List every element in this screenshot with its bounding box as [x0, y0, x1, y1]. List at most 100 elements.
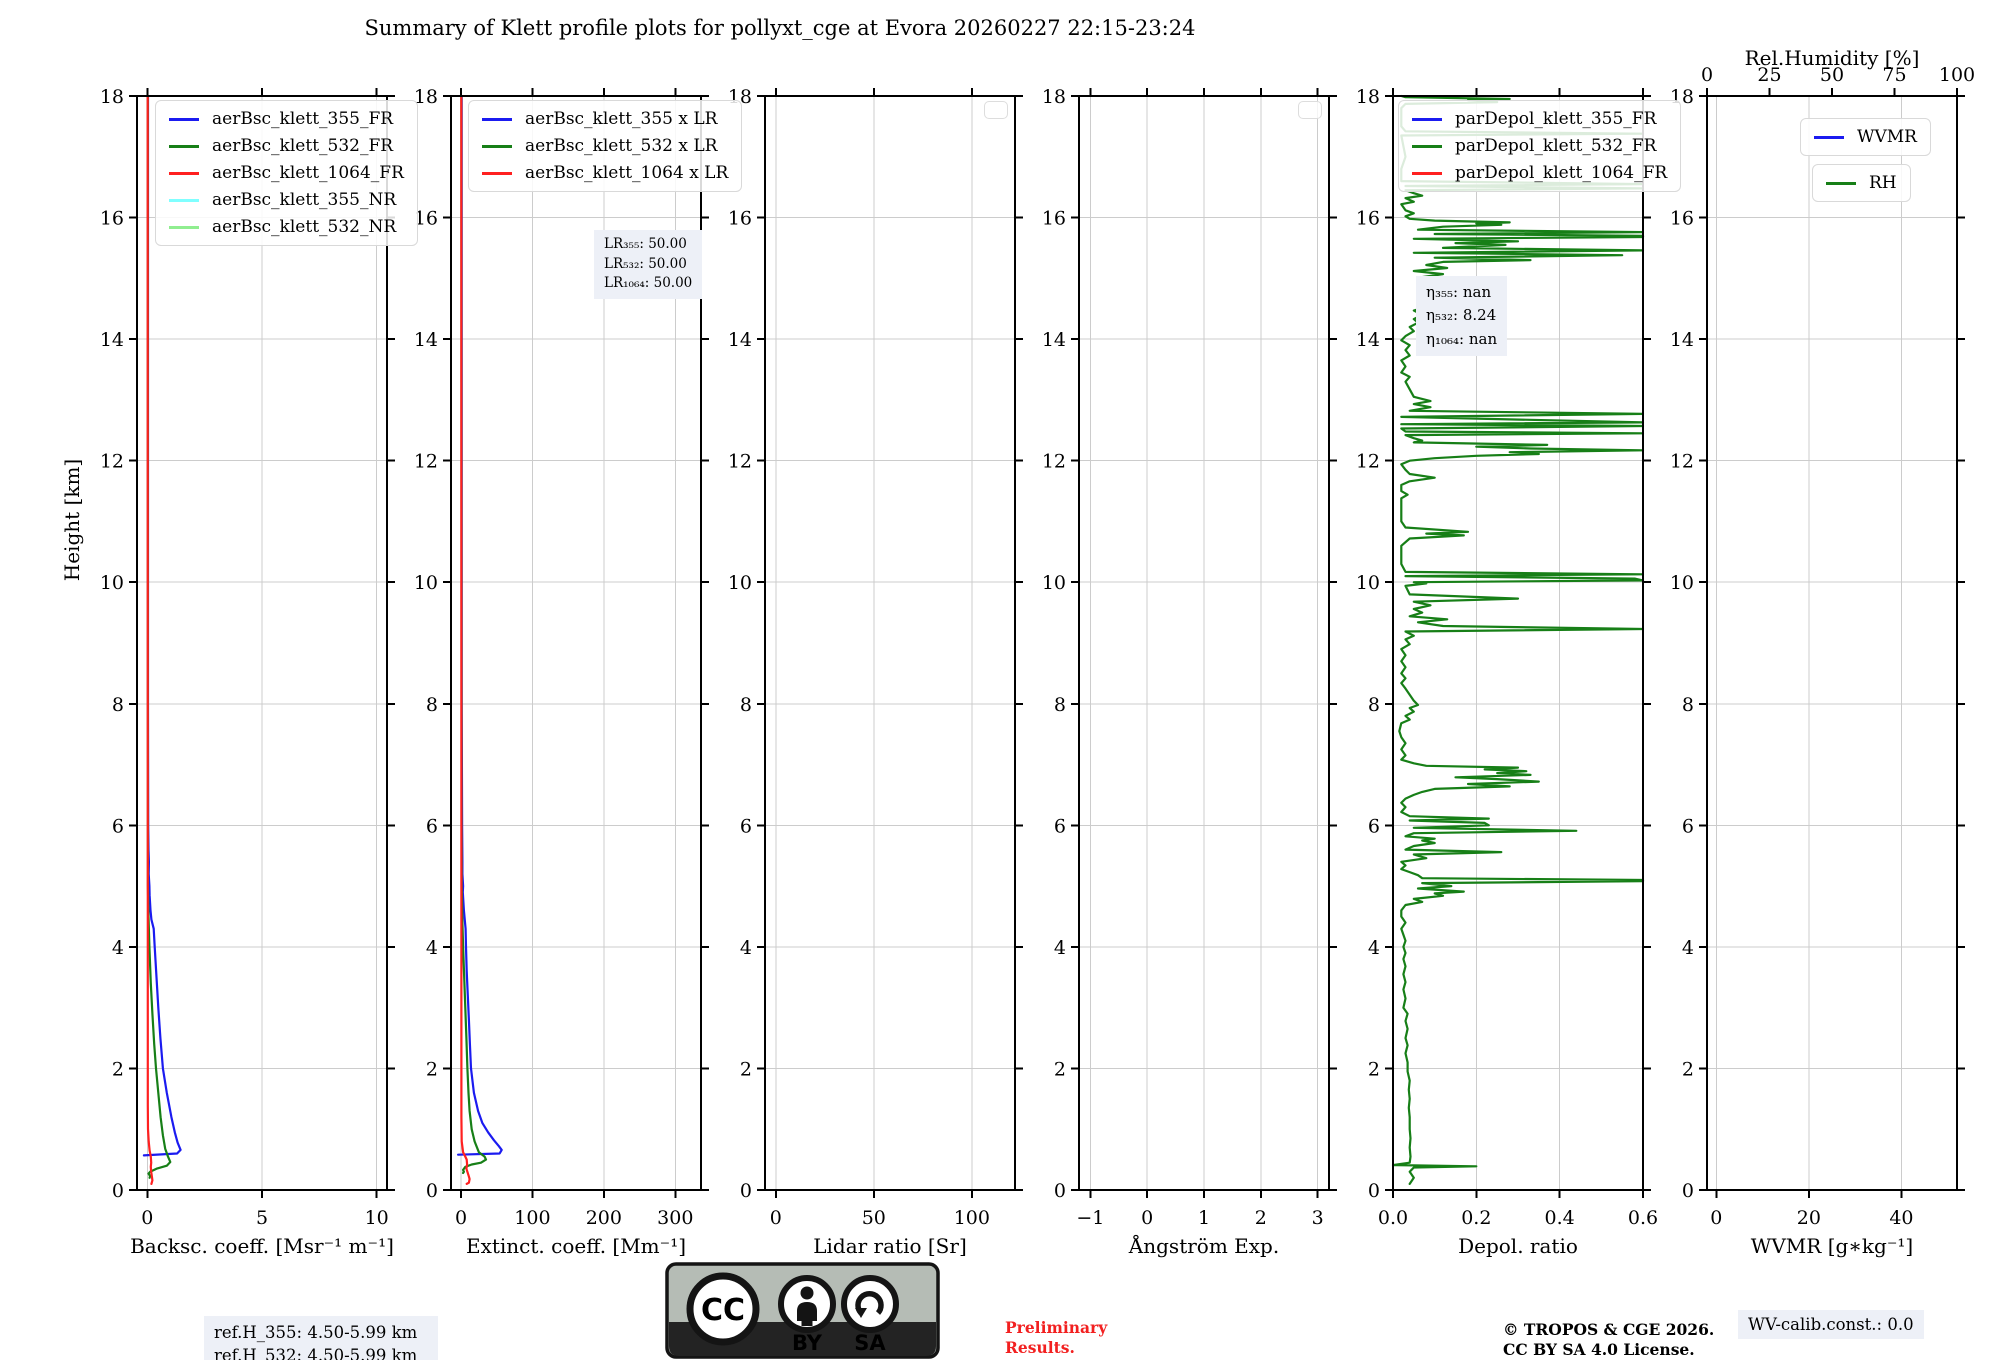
- legend-item: aerBsc_klett_532 x LR: [482, 136, 728, 156]
- y-tick-label: 16: [1042, 208, 1066, 230]
- y-tick-label: 0: [1054, 1180, 1066, 1202]
- person-icon-head: [800, 1286, 814, 1300]
- badge-by-label: BY: [792, 1331, 823, 1355]
- y-tick-label: 14: [1670, 329, 1694, 351]
- annotation-line: ref.H_355: 4.50-5.99 km: [214, 1323, 418, 1342]
- legend-item: aerBsc_klett_532_FR: [169, 136, 404, 156]
- legend-swatch: [482, 117, 512, 121]
- x-tick-label: −1: [1076, 1207, 1104, 1229]
- x-tick-label: 100: [954, 1207, 990, 1229]
- badge-sa-label: SA: [854, 1331, 886, 1355]
- cc-icon-label: CC: [701, 1293, 745, 1328]
- legend-swatch: [169, 171, 199, 175]
- y-tick-label: 8: [1368, 694, 1380, 716]
- series-aerBsc_klett_532_x_LR: [460, 94, 488, 1175]
- copyright-line: CC BY SA 4.0 License.: [1503, 1340, 1695, 1360]
- y-tick-label: 0: [112, 1180, 124, 1202]
- sa-icon-arrowhead: [855, 1308, 867, 1318]
- y-tick-label: 18: [100, 86, 124, 108]
- x-tick-label: 0: [770, 1207, 782, 1229]
- y-tick-label: 6: [1682, 815, 1694, 837]
- x-tick-label: 10: [365, 1207, 389, 1229]
- y-tick-label: 6: [1054, 815, 1066, 837]
- legend-swatch: [169, 117, 199, 121]
- y-tick-label: 4: [1054, 937, 1066, 959]
- y-tick-label: 2: [1368, 1058, 1380, 1080]
- lidar-ratio-annotation: LR₃₅₅: 50.00 LR₅₃₂: 50.00 LR₁₀₆₄: 50.00: [594, 230, 703, 299]
- legend-item: aerBsc_klett_1064 x LR: [482, 163, 728, 183]
- legend-swatch: [1814, 135, 1844, 139]
- y-tick-label: 14: [414, 329, 438, 351]
- legend-item: aerBsc_klett_1064_FR: [169, 163, 404, 183]
- legend-item: aerBsc_klett_355_FR: [169, 109, 404, 129]
- legend-swatch: [169, 198, 199, 202]
- legend-item: aerBsc_klett_355_NR: [169, 190, 404, 210]
- x-tick-label: 0.6: [1628, 1207, 1658, 1229]
- preliminary-line: Preliminary: [1005, 1318, 1108, 1337]
- cc-icon: [686, 1272, 760, 1346]
- legend-label: RH: [1869, 173, 1897, 193]
- legend-empty-angstrom: [1298, 101, 1322, 119]
- legend-depol: parDepol_klett_355_FR parDepol_klett_532…: [1398, 100, 1682, 192]
- y-tick-label: 16: [100, 208, 124, 230]
- xlabel-wvmr: WVMR [g∗kg⁻¹]: [1750, 1234, 1914, 1258]
- eta-annotation: η₃₅₅: nan η₅₃₂: 8.24 η₁₀₆₄: nan: [1416, 276, 1508, 356]
- x-tick-label: 0.0: [1378, 1207, 1408, 1229]
- legend-label: aerBsc_klett_355_FR: [212, 109, 394, 129]
- legend-label: parDepol_klett_532_FR: [1455, 136, 1657, 156]
- y-tick-label: 10: [1356, 572, 1380, 594]
- legend-item: parDepol_klett_355_FR: [1412, 109, 1667, 129]
- x-tick-label: 200: [586, 1207, 622, 1229]
- y-tick-label: 10: [100, 572, 124, 594]
- x-tick-label: 0.2: [1461, 1207, 1491, 1229]
- legend-label: aerBsc_klett_532_FR: [212, 136, 394, 156]
- y-tick-label: 6: [112, 815, 124, 837]
- legend-label: aerBsc_klett_355_NR: [212, 190, 397, 210]
- y-tick-label: 4: [740, 937, 752, 959]
- y-tick-label: 16: [414, 208, 438, 230]
- y-tick-label: 4: [426, 937, 438, 959]
- person-icon-body: [797, 1302, 817, 1326]
- y-tick-label: 14: [1356, 329, 1380, 351]
- legend-label: WVMR: [1857, 127, 1917, 147]
- y-tick-label: 8: [1054, 694, 1066, 716]
- xlabel-backscatter: Backsc. coeff. [Msr⁻¹ m⁻¹]: [130, 1234, 394, 1258]
- x-tick-label: 0: [141, 1207, 153, 1229]
- sa-icon: [841, 1275, 899, 1333]
- annotation-line: LR₅₃₂: 50.00: [604, 255, 687, 272]
- legend-item: WVMR: [1814, 127, 1917, 147]
- x-tick-label: 40: [1889, 1207, 1913, 1229]
- legend-label: aerBsc_klett_1064 x LR: [525, 163, 729, 183]
- y-tick-label: 0: [426, 1180, 438, 1202]
- y-tick-label: 12: [1356, 451, 1380, 473]
- x-tick-label: 5: [256, 1207, 268, 1229]
- y-tick-label: 12: [1042, 451, 1066, 473]
- legend-swatch: [169, 144, 199, 148]
- sa-icon-arrow: [855, 1291, 884, 1315]
- series-aerBsc_klett_355_FR: [142, 94, 182, 1157]
- top-xlabel-rel-humidity: Rel.Humidity [%]: [1744, 46, 1920, 70]
- panel-frame-depol_ratio: [1392, 95, 1644, 1191]
- x-tick-label: 1: [1198, 1207, 1210, 1229]
- copyright-line: © TROPOS & CGE 2026.: [1503, 1320, 1715, 1339]
- x-tick-label: 0: [455, 1207, 467, 1229]
- y-tick-label: 10: [1670, 572, 1694, 594]
- y-tick-label: 2: [1054, 1058, 1066, 1080]
- legend-swatch: [169, 225, 199, 229]
- y-tick-label: 16: [728, 208, 752, 230]
- x-tick-label: 0: [1710, 1207, 1722, 1229]
- y-tick-label: 8: [1682, 694, 1694, 716]
- xlabel-depol: Depol. ratio: [1458, 1234, 1578, 1258]
- legend-label: aerBsc_klett_532 x LR: [525, 136, 718, 156]
- xlabel-extinction: Extinct. coeff. [Mm⁻¹]: [465, 1234, 687, 1258]
- legend-backscatter: aerBsc_klett_355_FR aerBsc_klett_532_FR …: [155, 100, 418, 246]
- y-tick-label: 6: [740, 815, 752, 837]
- cc-badge-graphic: CC BY SA: [665, 1262, 940, 1359]
- legend-extinction: aerBsc_klett_355 x LR aerBsc_klett_532 x…: [468, 100, 743, 192]
- legend-label: aerBsc_klett_355 x LR: [525, 109, 718, 129]
- panel-frame-lidar_ratio: [764, 95, 1016, 1191]
- y-tick-label: 8: [426, 694, 438, 716]
- y-tick-label: 14: [1042, 329, 1066, 351]
- top-tick-label: 50: [1820, 64, 1844, 86]
